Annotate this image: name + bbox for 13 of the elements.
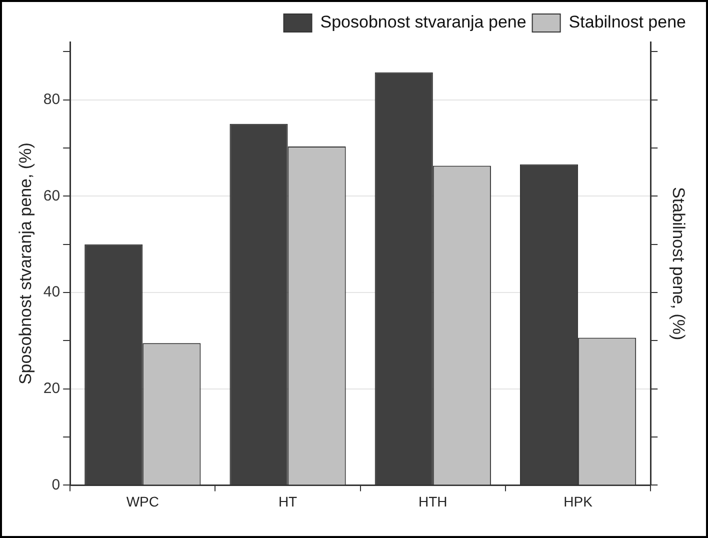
x-tick-label: WPC (126, 493, 159, 510)
x-tick-label: HT (278, 493, 298, 510)
y-tick-label: 20 (43, 380, 60, 397)
y-tick-label: 0 (52, 476, 60, 494)
y-axis-title: Sposobnost stvaranja pene, (%) (16, 142, 35, 385)
y-tick-label: 40 (43, 284, 60, 301)
legend-label: Stabilnost pene (568, 12, 686, 32)
y-tick-label: 80 (43, 90, 60, 108)
y-tick-label: 60 (43, 187, 60, 204)
legend-label: Sposobnost stvaranja pene (320, 12, 526, 32)
x-tick-label: HTH (418, 493, 448, 510)
x-tick-label: HPK (564, 493, 594, 510)
y2-axis-title: Stabilnost pene, (%) (669, 187, 688, 340)
